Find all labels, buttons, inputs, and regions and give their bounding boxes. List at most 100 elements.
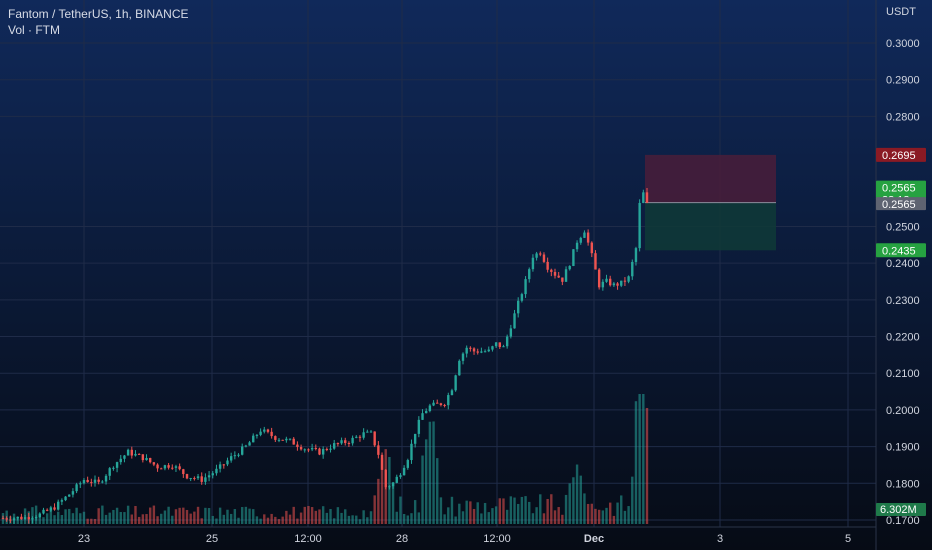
candle-body	[71, 491, 75, 495]
volume-bar	[395, 511, 398, 524]
candle-body	[557, 275, 560, 278]
volume-bar	[189, 513, 192, 524]
candle-body	[141, 454, 145, 461]
candle-body	[568, 265, 571, 270]
candle-body	[384, 469, 387, 488]
volume-bar	[388, 456, 391, 524]
volume-bar	[480, 513, 483, 524]
volume-indicator-label[interactable]: Vol · FTM	[8, 23, 61, 37]
volume-bar	[509, 496, 513, 524]
volume-bar	[259, 518, 262, 524]
candle-body	[472, 348, 476, 352]
candle-body	[64, 496, 67, 501]
candle-body	[23, 517, 27, 520]
volume-bar	[299, 512, 303, 524]
candle-body	[413, 433, 417, 444]
candle-body	[178, 466, 181, 470]
volume-bar	[355, 515, 358, 524]
volume-bar	[325, 512, 329, 524]
candle-body	[314, 448, 317, 450]
candle-body	[612, 283, 616, 286]
candle-body	[564, 269, 568, 282]
position-tool[interactable]	[645, 154, 776, 251]
candle-body	[321, 448, 325, 455]
candle-body	[388, 486, 391, 488]
candle-body	[237, 454, 240, 456]
volume-bar	[255, 516, 259, 524]
candle-body	[402, 467, 406, 476]
candle-body	[145, 457, 148, 461]
volume-bar	[465, 500, 468, 524]
volume-bar	[351, 515, 354, 524]
volume-bar	[487, 512, 490, 524]
volume-bar	[333, 518, 336, 524]
volume-bar	[579, 475, 582, 524]
price-axis[interactable]: 0.3000 0.2900 0.2800 0.2500 0.2400 0.2300 0.22…	[886, 38, 920, 527]
candle-body	[340, 440, 343, 444]
candle-body	[483, 351, 487, 353]
volume-bar	[542, 513, 546, 524]
stop-price-tag-text: 0.2695	[882, 150, 916, 162]
volume-bar	[141, 514, 145, 524]
volume-bar	[207, 507, 211, 524]
volume-bar	[244, 506, 248, 524]
candle-body	[281, 439, 284, 441]
candle-body	[575, 242, 579, 250]
stop-price-tag-bg	[876, 147, 926, 162]
price-tick-label: 0.1900	[886, 442, 920, 454]
volume-bar	[174, 509, 178, 524]
candle-body	[627, 276, 630, 282]
volume-bar	[616, 502, 619, 524]
volume-bar	[314, 510, 317, 524]
candle-body	[498, 342, 501, 347]
volume-bar	[436, 458, 439, 524]
candle-body	[270, 431, 273, 437]
symbol-title[interactable]: Fantom / TetherUS, 1h, BINANCE	[8, 7, 189, 21]
candle-body	[292, 438, 295, 445]
candle-body	[583, 232, 586, 238]
candle-body	[27, 517, 30, 520]
candle-body	[590, 242, 593, 254]
volume-bar	[38, 515, 41, 524]
volume-bar	[64, 509, 67, 524]
candle-body	[609, 278, 612, 286]
candle-body	[620, 280, 623, 286]
volume-bar	[196, 506, 200, 524]
candle-body	[16, 516, 19, 519]
volume-bar	[149, 507, 152, 524]
volume-bar	[340, 512, 343, 524]
candle-body	[207, 475, 211, 478]
candle-body	[137, 453, 141, 455]
time-tick-label: Dec	[584, 533, 604, 545]
candle-body	[623, 280, 627, 282]
volume-bar	[594, 508, 597, 524]
candle-body	[115, 462, 119, 468]
volume-bar	[237, 517, 240, 524]
last-price-tag-text: 0.2565	[882, 183, 916, 195]
candle-body	[68, 494, 71, 497]
candle-body	[90, 482, 93, 484]
volume-bar	[524, 496, 527, 524]
candle-body	[318, 448, 321, 455]
price-axis-unit: USDT	[886, 6, 916, 18]
volume-bar	[642, 394, 645, 524]
volume-bar	[185, 509, 189, 524]
volume-bar	[53, 515, 56, 524]
candle-body	[288, 438, 292, 440]
candle-body	[200, 476, 203, 482]
candle-body	[123, 455, 126, 459]
volume-bar	[281, 516, 284, 524]
volume-bar	[362, 510, 365, 524]
volume-bar	[380, 458, 384, 524]
candle-body	[355, 436, 358, 438]
volume-bar	[20, 518, 23, 524]
time-axis[interactable]: 23 25 12:00 28 12:00 Dec 3 5	[78, 533, 851, 545]
candle-body	[310, 448, 314, 450]
candle-body	[509, 328, 513, 337]
volume-bar	[31, 507, 34, 524]
candle-body	[561, 277, 564, 282]
price-tick-label: 0.2800	[886, 111, 920, 123]
stop-price-tag: 0.2695	[876, 147, 926, 162]
